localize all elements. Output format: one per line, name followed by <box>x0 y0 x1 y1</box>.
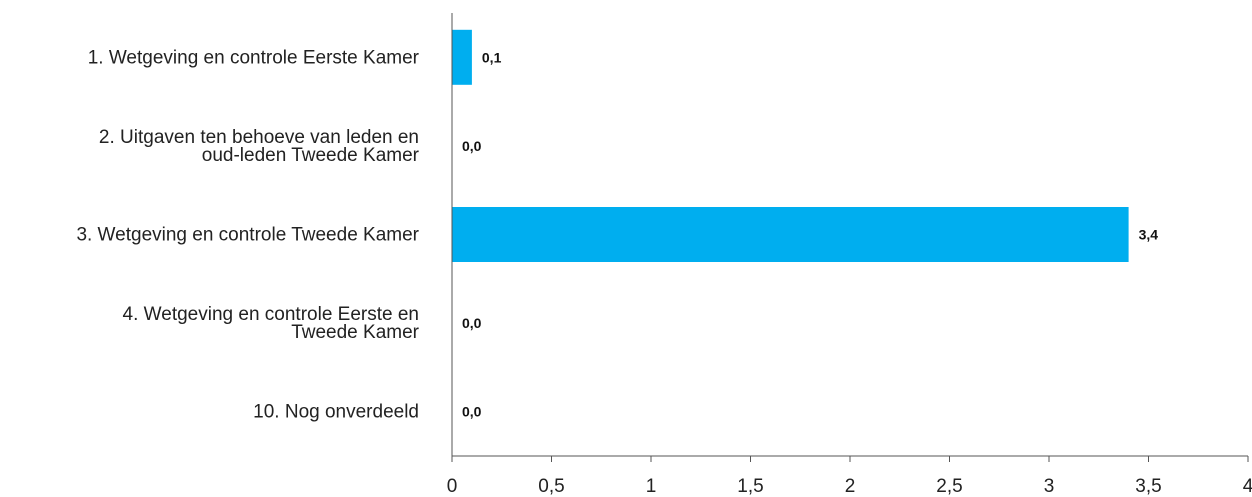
data-labels: 0,1 0,0 3,4 0,0 0,0 <box>462 49 1158 419</box>
x-tick-label: 1,5 <box>737 476 763 497</box>
category-labels: 1. Wetgeving en controle Eerste Kamer 2. … <box>76 47 419 422</box>
bar-1 <box>452 29 472 85</box>
data-label-1: 0,1 <box>482 49 502 65</box>
category-label-line: 3. Wetgeving en controle Tweede Kamer <box>76 225 419 246</box>
x-tick-label: 3 <box>1044 476 1055 497</box>
x-axis: 0 0,5 1 1,5 2 2,5 3 3,5 4 <box>447 13 1252 497</box>
x-tick-label: 1 <box>646 476 657 497</box>
x-tick-label: 0 <box>447 476 458 497</box>
category-label-1: 1. Wetgeving en controle Eerste Kamer <box>88 47 420 68</box>
x-tick-label: 0,5 <box>538 476 564 497</box>
data-label-5: 0,0 <box>462 404 482 420</box>
bars-layer <box>452 29 1129 262</box>
data-label-4: 0,0 <box>462 315 482 331</box>
x-tick-label: 2 <box>845 476 856 497</box>
bar-3 <box>452 207 1129 262</box>
category-label-line: 10. Nog onverdeeld <box>253 402 419 423</box>
category-label-2: 2. Uitgaven ten behoeve van leden en oud-… <box>99 127 420 166</box>
x-tick-label: 4 <box>1243 476 1252 497</box>
category-label-line: Tweede Kamer <box>291 322 419 343</box>
category-label-5: 10. Nog onverdeeld <box>253 402 419 423</box>
category-label-line: 2. Uitgaven ten behoeve van leden en <box>99 127 419 148</box>
category-label-4: 4. Wetgeving en controle Eerste en Tweede… <box>123 304 420 343</box>
data-label-2: 0,0 <box>462 138 482 154</box>
x-tick-label: 2,5 <box>936 476 962 497</box>
data-label-3: 3,4 <box>1139 227 1159 243</box>
category-label-3: 3. Wetgeving en controle Tweede Kamer <box>76 225 419 246</box>
category-label-line: 1. Wetgeving en controle Eerste Kamer <box>88 47 420 68</box>
category-label-line: oud-leden Tweede Kamer <box>202 145 420 166</box>
x-tick-label: 3,5 <box>1135 476 1161 497</box>
category-label-line: 4. Wetgeving en controle Eerste en <box>123 304 419 325</box>
